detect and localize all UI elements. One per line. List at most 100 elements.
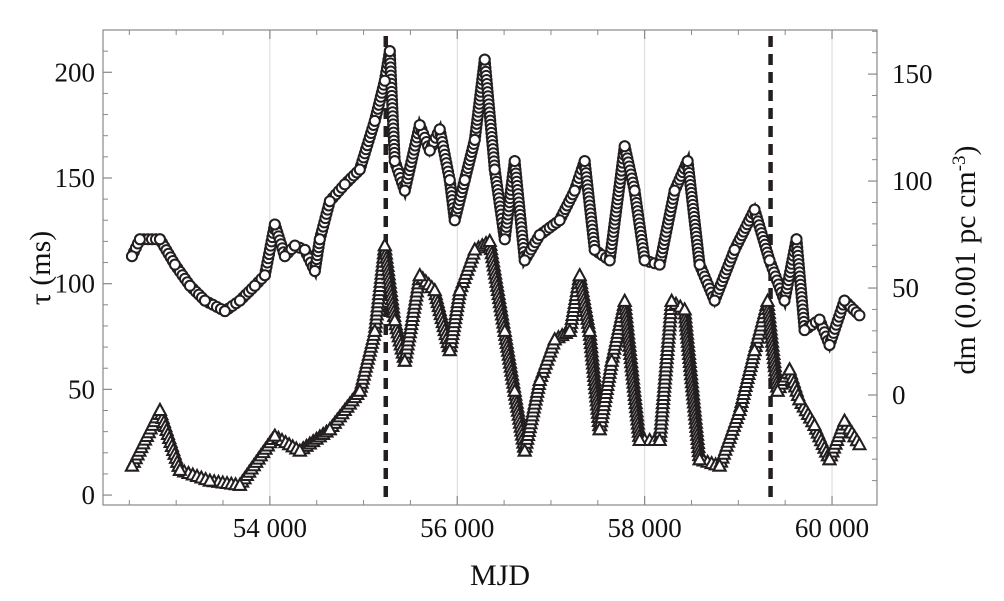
circle-marker [443, 174, 456, 187]
triangle-marker [467, 241, 483, 256]
circle-marker [458, 174, 471, 187]
circle-marker [168, 258, 181, 271]
triangle-marker [442, 342, 458, 357]
data-markers [124, 45, 868, 491]
y-tick-label-left: 200 [55, 57, 96, 87]
triangle-marker [232, 476, 248, 491]
triangle-marker [572, 267, 588, 282]
circle-marker [708, 294, 721, 307]
triangle-marker [711, 457, 728, 472]
y-axis-label-left: τ (ms) [24, 231, 57, 306]
circle-marker [488, 163, 501, 176]
circle-marker [423, 144, 436, 157]
circle-marker [298, 243, 311, 256]
circle-marker [588, 243, 601, 256]
triangle-marker [581, 322, 598, 337]
circle-marker [798, 324, 811, 337]
triangle-marker [124, 457, 140, 472]
triangle-marker [731, 401, 748, 416]
y-tick-label-left: 50 [68, 374, 95, 404]
triangle-marker [591, 421, 608, 436]
x-tick-label: 58 000 [608, 513, 682, 543]
triangle-marker [377, 237, 393, 252]
y-tick-label-right: 150 [892, 59, 933, 89]
triangle-marker [387, 312, 403, 327]
triangle-marker [427, 282, 443, 297]
circle-marker [553, 214, 566, 227]
y-axis-label-right-text: dm (0.001 pc cm [949, 171, 982, 374]
triangle-marker [452, 282, 468, 297]
triangle-marker [562, 322, 578, 337]
circle-marker [448, 214, 461, 227]
circle-marker [498, 233, 511, 246]
triangle-marker [367, 322, 383, 337]
circle-marker [668, 184, 681, 197]
triangle-marker [806, 416, 823, 431]
triangle-marker [267, 427, 283, 442]
dashed-reference-lines [383, 36, 773, 499]
x-axis-label: MJD [470, 559, 530, 592]
circle-marker [308, 264, 321, 277]
circle-marker [183, 279, 196, 292]
circle-marker [153, 233, 166, 246]
triangle-marker [152, 401, 168, 416]
circle-marker [353, 163, 366, 176]
circle-marker [763, 254, 776, 267]
circle-marker [323, 195, 336, 208]
circle-marker [388, 155, 401, 168]
triangle-marker [507, 382, 523, 397]
circle-marker [133, 233, 146, 246]
triangle-marker [397, 352, 413, 367]
triangle-marker [781, 361, 798, 376]
circle-marker [278, 250, 291, 263]
triangle-marker [292, 442, 308, 457]
circle-marker [681, 155, 694, 168]
circle-marker [568, 184, 581, 197]
circle-marker [468, 133, 481, 146]
triangle-marker [412, 267, 428, 282]
triangle-marker [691, 451, 708, 466]
circle-marker [603, 254, 616, 267]
circle-marker [638, 254, 651, 267]
circle-marker [288, 239, 301, 252]
circle-marker [383, 45, 396, 58]
circle-marker [268, 218, 281, 231]
triangle-marker [603, 352, 620, 367]
circle-marker [338, 178, 351, 191]
triangle-marker [547, 331, 563, 346]
triangle-marker [352, 382, 368, 397]
circle-marker [518, 254, 531, 267]
triangle-marker [676, 301, 693, 316]
triangle-marker [851, 436, 868, 451]
grid [269, 30, 833, 505]
y-axis-label-right-close: ) [949, 145, 982, 155]
circle-marker [413, 119, 426, 132]
circle-marker [198, 294, 211, 307]
triangle-marker [836, 412, 853, 427]
triangle-marker [651, 431, 668, 446]
circle-marker [398, 184, 411, 197]
y-tick-label-right: 100 [892, 166, 933, 196]
circle-marker [478, 53, 491, 66]
circle-marker [258, 269, 271, 282]
circle-marker [813, 313, 826, 326]
circle-marker [790, 233, 803, 246]
circle-marker [618, 140, 631, 153]
y-tick-label-left: 100 [55, 269, 96, 299]
triangle-marker [616, 292, 633, 307]
circle-marker [313, 233, 326, 246]
triangle-marker [821, 451, 838, 466]
y-axis-label-right: dm (0.001 pc cm-3) [949, 145, 982, 374]
triangle-marker [663, 292, 680, 307]
triangle-marker [517, 442, 533, 457]
circle-marker [838, 294, 851, 307]
circle-marker [233, 294, 246, 307]
circle-marker [693, 258, 706, 271]
circle-marker [853, 309, 866, 322]
circle-marker [125, 250, 138, 263]
triangle-marker [482, 232, 498, 247]
circle-marker [433, 123, 446, 136]
x-tick-label: 56 000 [420, 513, 494, 543]
circle-marker [628, 184, 641, 197]
